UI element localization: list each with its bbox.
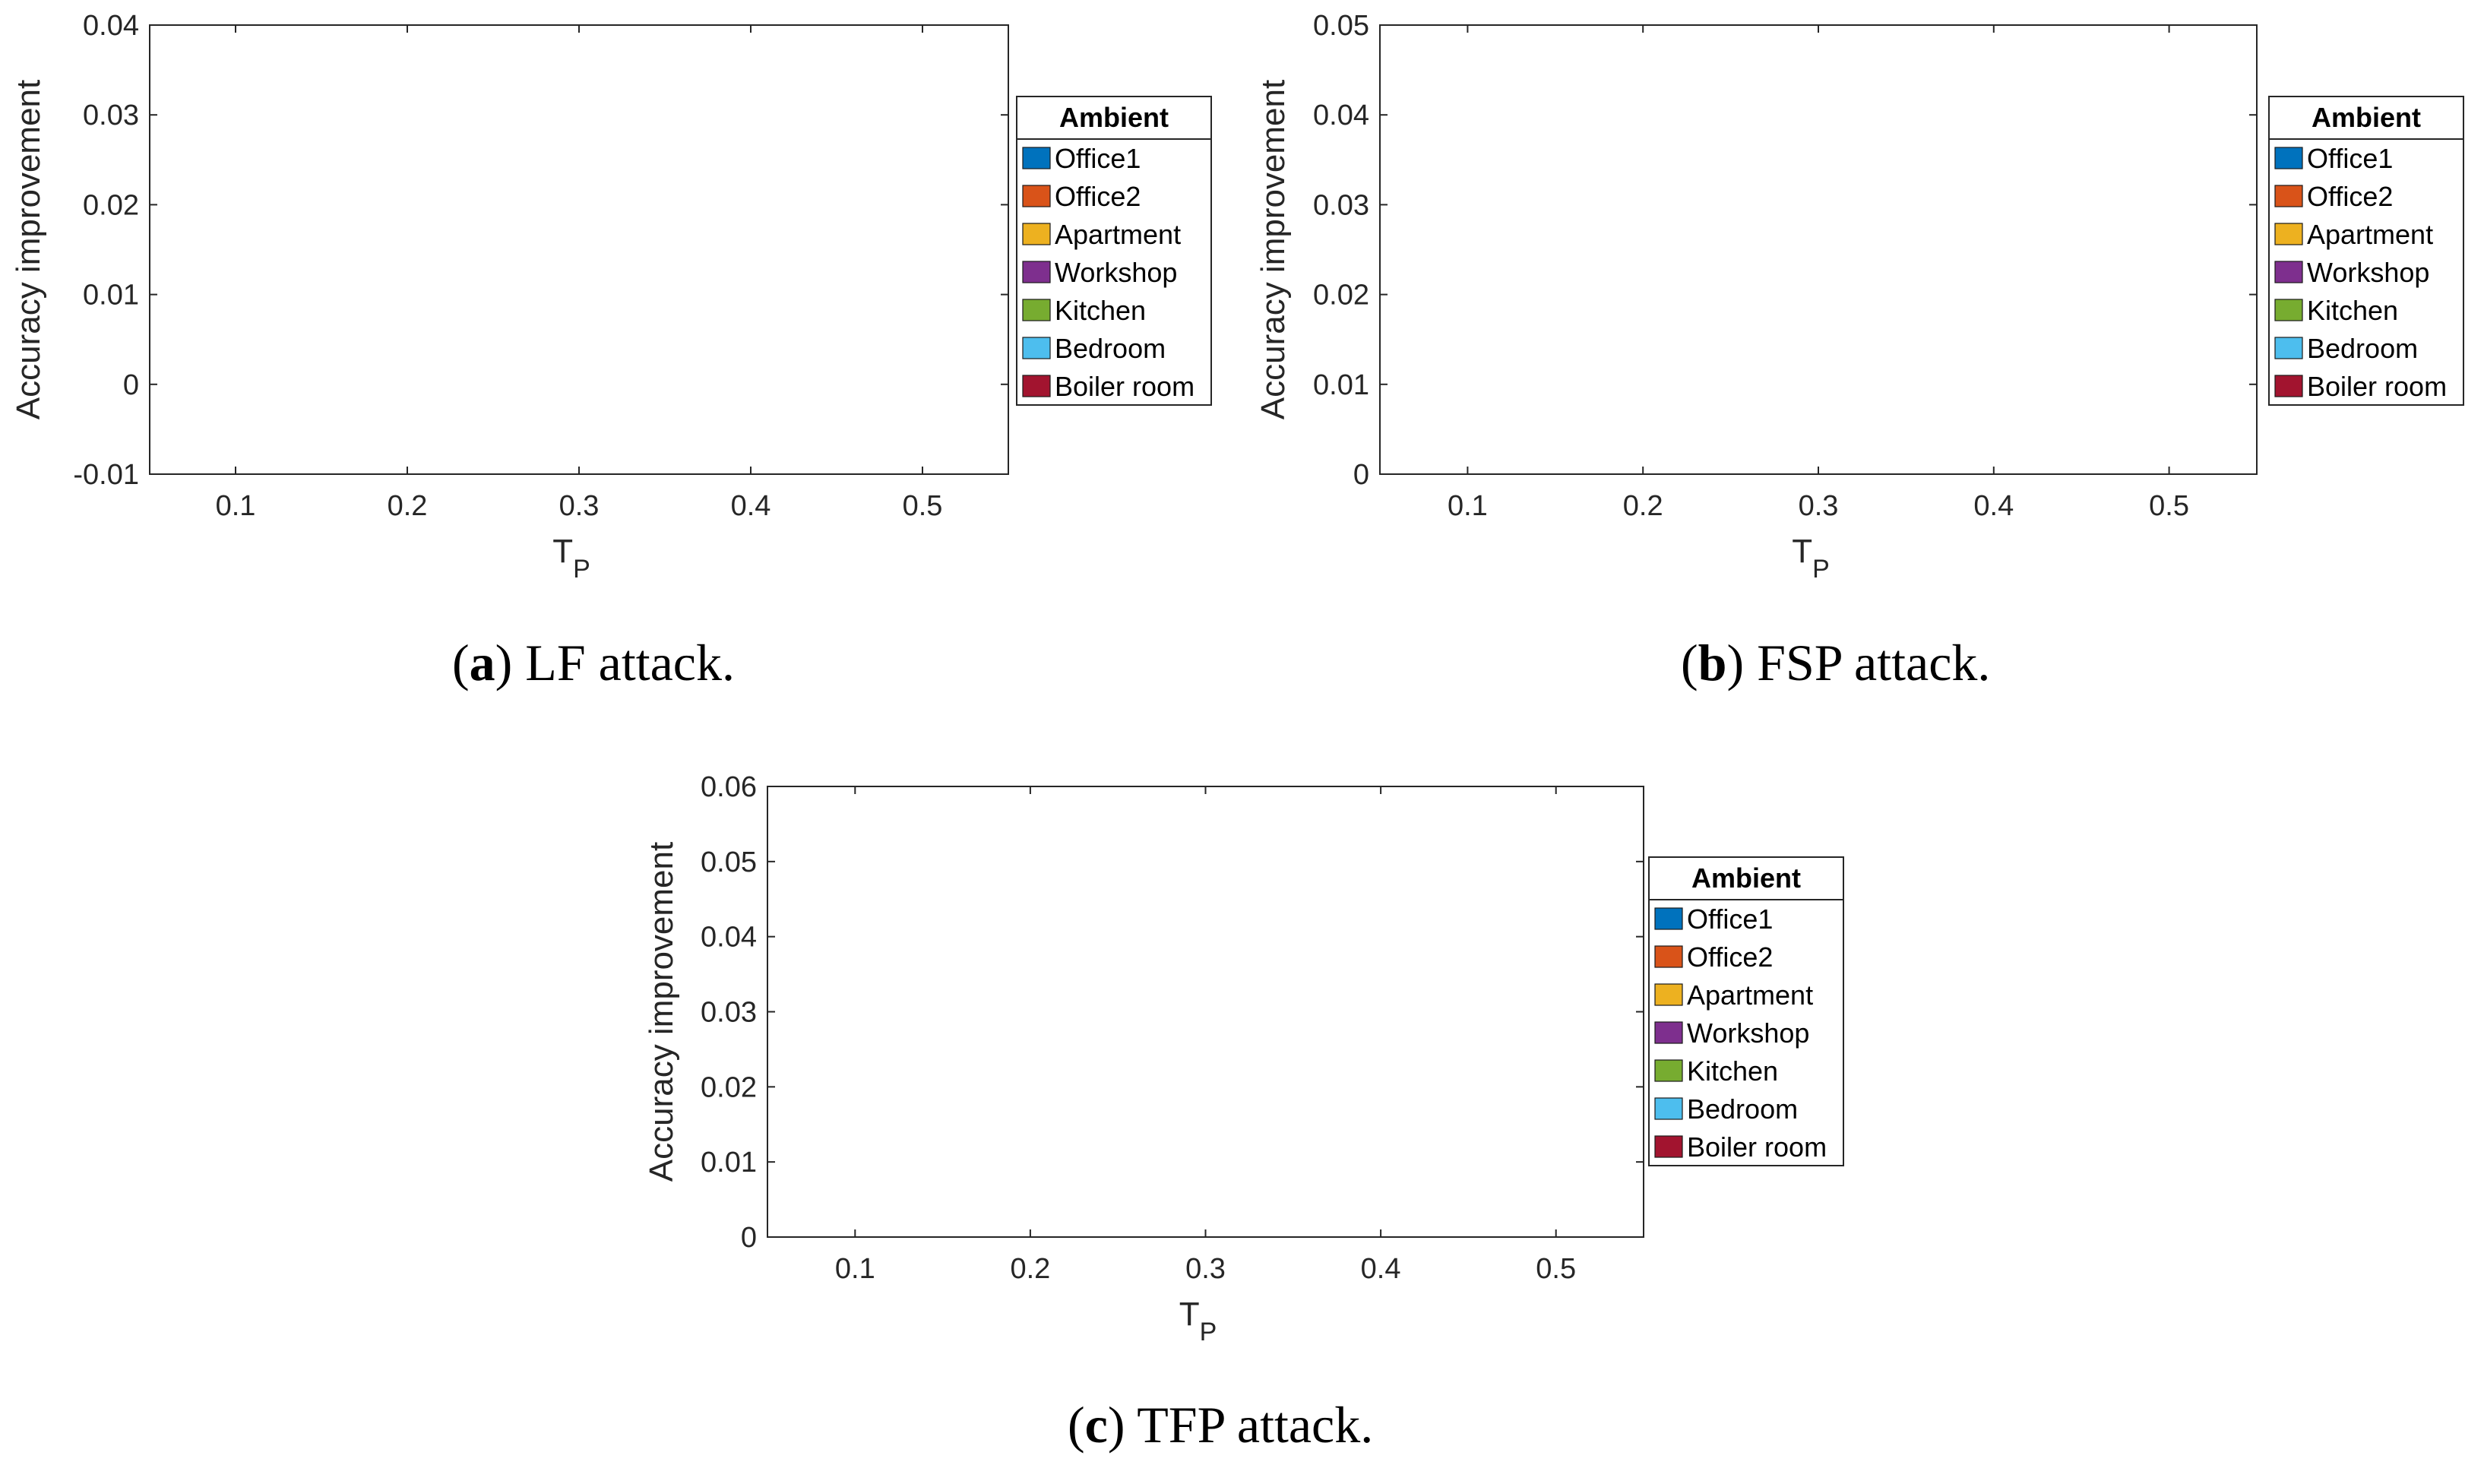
y-axis-title: Accuracy improvement xyxy=(1255,80,1292,419)
y-tick-label: 0.02 xyxy=(701,1071,757,1103)
y-tick-label: 0.05 xyxy=(701,846,757,878)
y-tick-label: 0.03 xyxy=(83,100,139,131)
legend-swatch-workshop xyxy=(2274,261,2303,283)
legend-label: Workshop xyxy=(1687,1017,1809,1049)
figure-caption: (a) LF attack. xyxy=(452,634,735,691)
x-axis-title: TP xyxy=(552,533,590,584)
legend-label: Apartment xyxy=(2307,219,2433,250)
legend-swatch-office2 xyxy=(1022,185,1051,207)
x-tick-label: 0.5 xyxy=(1536,1253,1576,1285)
legend: Ambient Office1 Office2 Apartment Workshop Ki… xyxy=(2268,96,2464,406)
x-tick-label: 0.2 xyxy=(1623,490,1663,522)
x-tick-label: 0.4 xyxy=(1361,1253,1401,1285)
legend-swatch-bedroom xyxy=(1654,1097,1683,1120)
legend-label: Workshop xyxy=(1055,257,1177,288)
y-tick-label: 0.01 xyxy=(83,280,139,312)
axis-frame xyxy=(1379,24,2258,475)
y-tick-label: 0.01 xyxy=(1313,369,1369,401)
x-axis-title: TP xyxy=(1179,1296,1217,1346)
legend-swatch-kitchen xyxy=(1022,299,1051,321)
y-tick-label: 0 xyxy=(123,369,139,401)
legend-swatch-kitchen xyxy=(2274,299,2303,321)
legend-title: Ambient xyxy=(1059,102,1169,133)
legend-swatch-office2 xyxy=(1654,945,1683,968)
legend-label: Bedroom xyxy=(1687,1093,1798,1125)
y-tick-label: 0.06 xyxy=(701,771,757,803)
legend-label: Bedroom xyxy=(1055,333,1166,364)
x-tick-label: 0.1 xyxy=(835,1253,875,1285)
figure-caption: (b) FSP attack. xyxy=(1681,634,1990,691)
y-tick-label: 0.03 xyxy=(1313,189,1369,221)
legend-title: Ambient xyxy=(1691,862,1801,894)
y-axis-title: Accuracy improvement xyxy=(643,842,680,1182)
chart-panel-a: -0.01 0 0.01 0.02 0.03 0.04 0.1 0.2 0.3 0.4 0.5 TP A… xyxy=(10,10,1212,691)
legend-swatch-office1 xyxy=(1654,907,1683,930)
y-tick-label: 0.02 xyxy=(83,189,139,221)
legend-label: Office1 xyxy=(1687,903,1773,935)
x-tick-label: 0.3 xyxy=(559,490,600,522)
axis-frame xyxy=(149,24,1009,475)
legend-swatch-boiler-room xyxy=(1654,1135,1683,1158)
y-tick-label: 0.02 xyxy=(1313,280,1369,312)
legend-swatch-office2 xyxy=(2274,185,2303,207)
x-tick-label: 0.5 xyxy=(2149,490,2189,522)
legend-label: Boiler room xyxy=(1055,371,1195,402)
legend-label: Kitchen xyxy=(2307,295,2398,326)
legend-swatch-bedroom xyxy=(1022,337,1051,359)
chart-panel-c: 0 0.01 0.02 0.03 0.04 0.05 0.06 0.1 0.2 0.3 0.4 0.5… xyxy=(643,771,1844,1454)
figure-caption: (c) TFP attack. xyxy=(1068,1396,1373,1454)
legend-label: Bedroom xyxy=(2307,333,2418,364)
x-tick-label: 0.3 xyxy=(1185,1253,1226,1285)
axis-frame xyxy=(767,786,1644,1238)
y-tick-label: 0.03 xyxy=(701,997,757,1029)
y-tick-label: 0.04 xyxy=(83,10,139,42)
x-tick-label: 0.1 xyxy=(1448,490,1488,522)
legend-label: Apartment xyxy=(1687,979,1813,1011)
legend-title: Ambient xyxy=(2312,102,2421,133)
y-tick-label: 0.04 xyxy=(1313,100,1369,131)
x-tick-label: 0.5 xyxy=(903,490,943,522)
legend-label: Apartment xyxy=(1055,219,1181,250)
y-axis-title: Accuracy improvement xyxy=(10,80,47,419)
legend-label: Boiler room xyxy=(2307,371,2447,402)
y-tick-label: 0 xyxy=(741,1222,757,1254)
legend-swatch-kitchen xyxy=(1654,1059,1683,1082)
y-tick-label: 0.04 xyxy=(701,922,757,954)
x-tick-label: 0.4 xyxy=(731,490,771,522)
legend-label: Kitchen xyxy=(1055,295,1146,326)
x-tick-label: 0.2 xyxy=(1010,1253,1050,1285)
x-tick-label: 0.3 xyxy=(1799,490,1839,522)
legend-label: Office1 xyxy=(2307,143,2393,174)
x-axis-title: TP xyxy=(1792,533,1830,584)
legend-label: Office2 xyxy=(1055,181,1141,212)
x-tick-label: 0.1 xyxy=(216,490,256,522)
y-tick-label: 0.01 xyxy=(701,1147,757,1179)
legend-swatch-boiler-room xyxy=(1022,375,1051,397)
y-tick-label: 0.05 xyxy=(1313,10,1369,42)
legend-swatch-apartment xyxy=(2274,223,2303,245)
legend-swatch-office1 xyxy=(2274,147,2303,169)
chart-panel-b: 0 0.01 0.02 0.03 0.04 0.05 0.1 0.2 0.3 0.4 0.5 TP Ac… xyxy=(1255,10,2464,691)
legend-swatch-apartment xyxy=(1022,223,1051,245)
legend-label: Boiler room xyxy=(1687,1131,1827,1163)
x-tick-label: 0.2 xyxy=(388,490,428,522)
legend-swatch-bedroom xyxy=(2274,337,2303,359)
legend-swatch-boiler-room xyxy=(2274,375,2303,397)
legend: Ambient Office1 Office2 Apartment Workshop Ki… xyxy=(1016,96,1212,406)
y-tick-label: -0.01 xyxy=(73,459,139,491)
legend-swatch-workshop xyxy=(1022,261,1051,283)
legend-swatch-apartment xyxy=(1654,983,1683,1006)
legend-label: Kitchen xyxy=(1687,1055,1778,1087)
legend: Ambient Office1 Office2 Apartment Workshop Ki… xyxy=(1648,856,1844,1166)
y-tick-label: 0 xyxy=(1353,459,1369,491)
legend-label: Office2 xyxy=(2307,181,2393,212)
legend-swatch-office1 xyxy=(1022,147,1051,169)
legend-label: Office2 xyxy=(1687,941,1773,973)
legend-swatch-workshop xyxy=(1654,1021,1683,1044)
legend-label: Workshop xyxy=(2307,257,2429,288)
x-tick-label: 0.4 xyxy=(1973,490,2014,522)
legend-label: Office1 xyxy=(1055,143,1141,174)
